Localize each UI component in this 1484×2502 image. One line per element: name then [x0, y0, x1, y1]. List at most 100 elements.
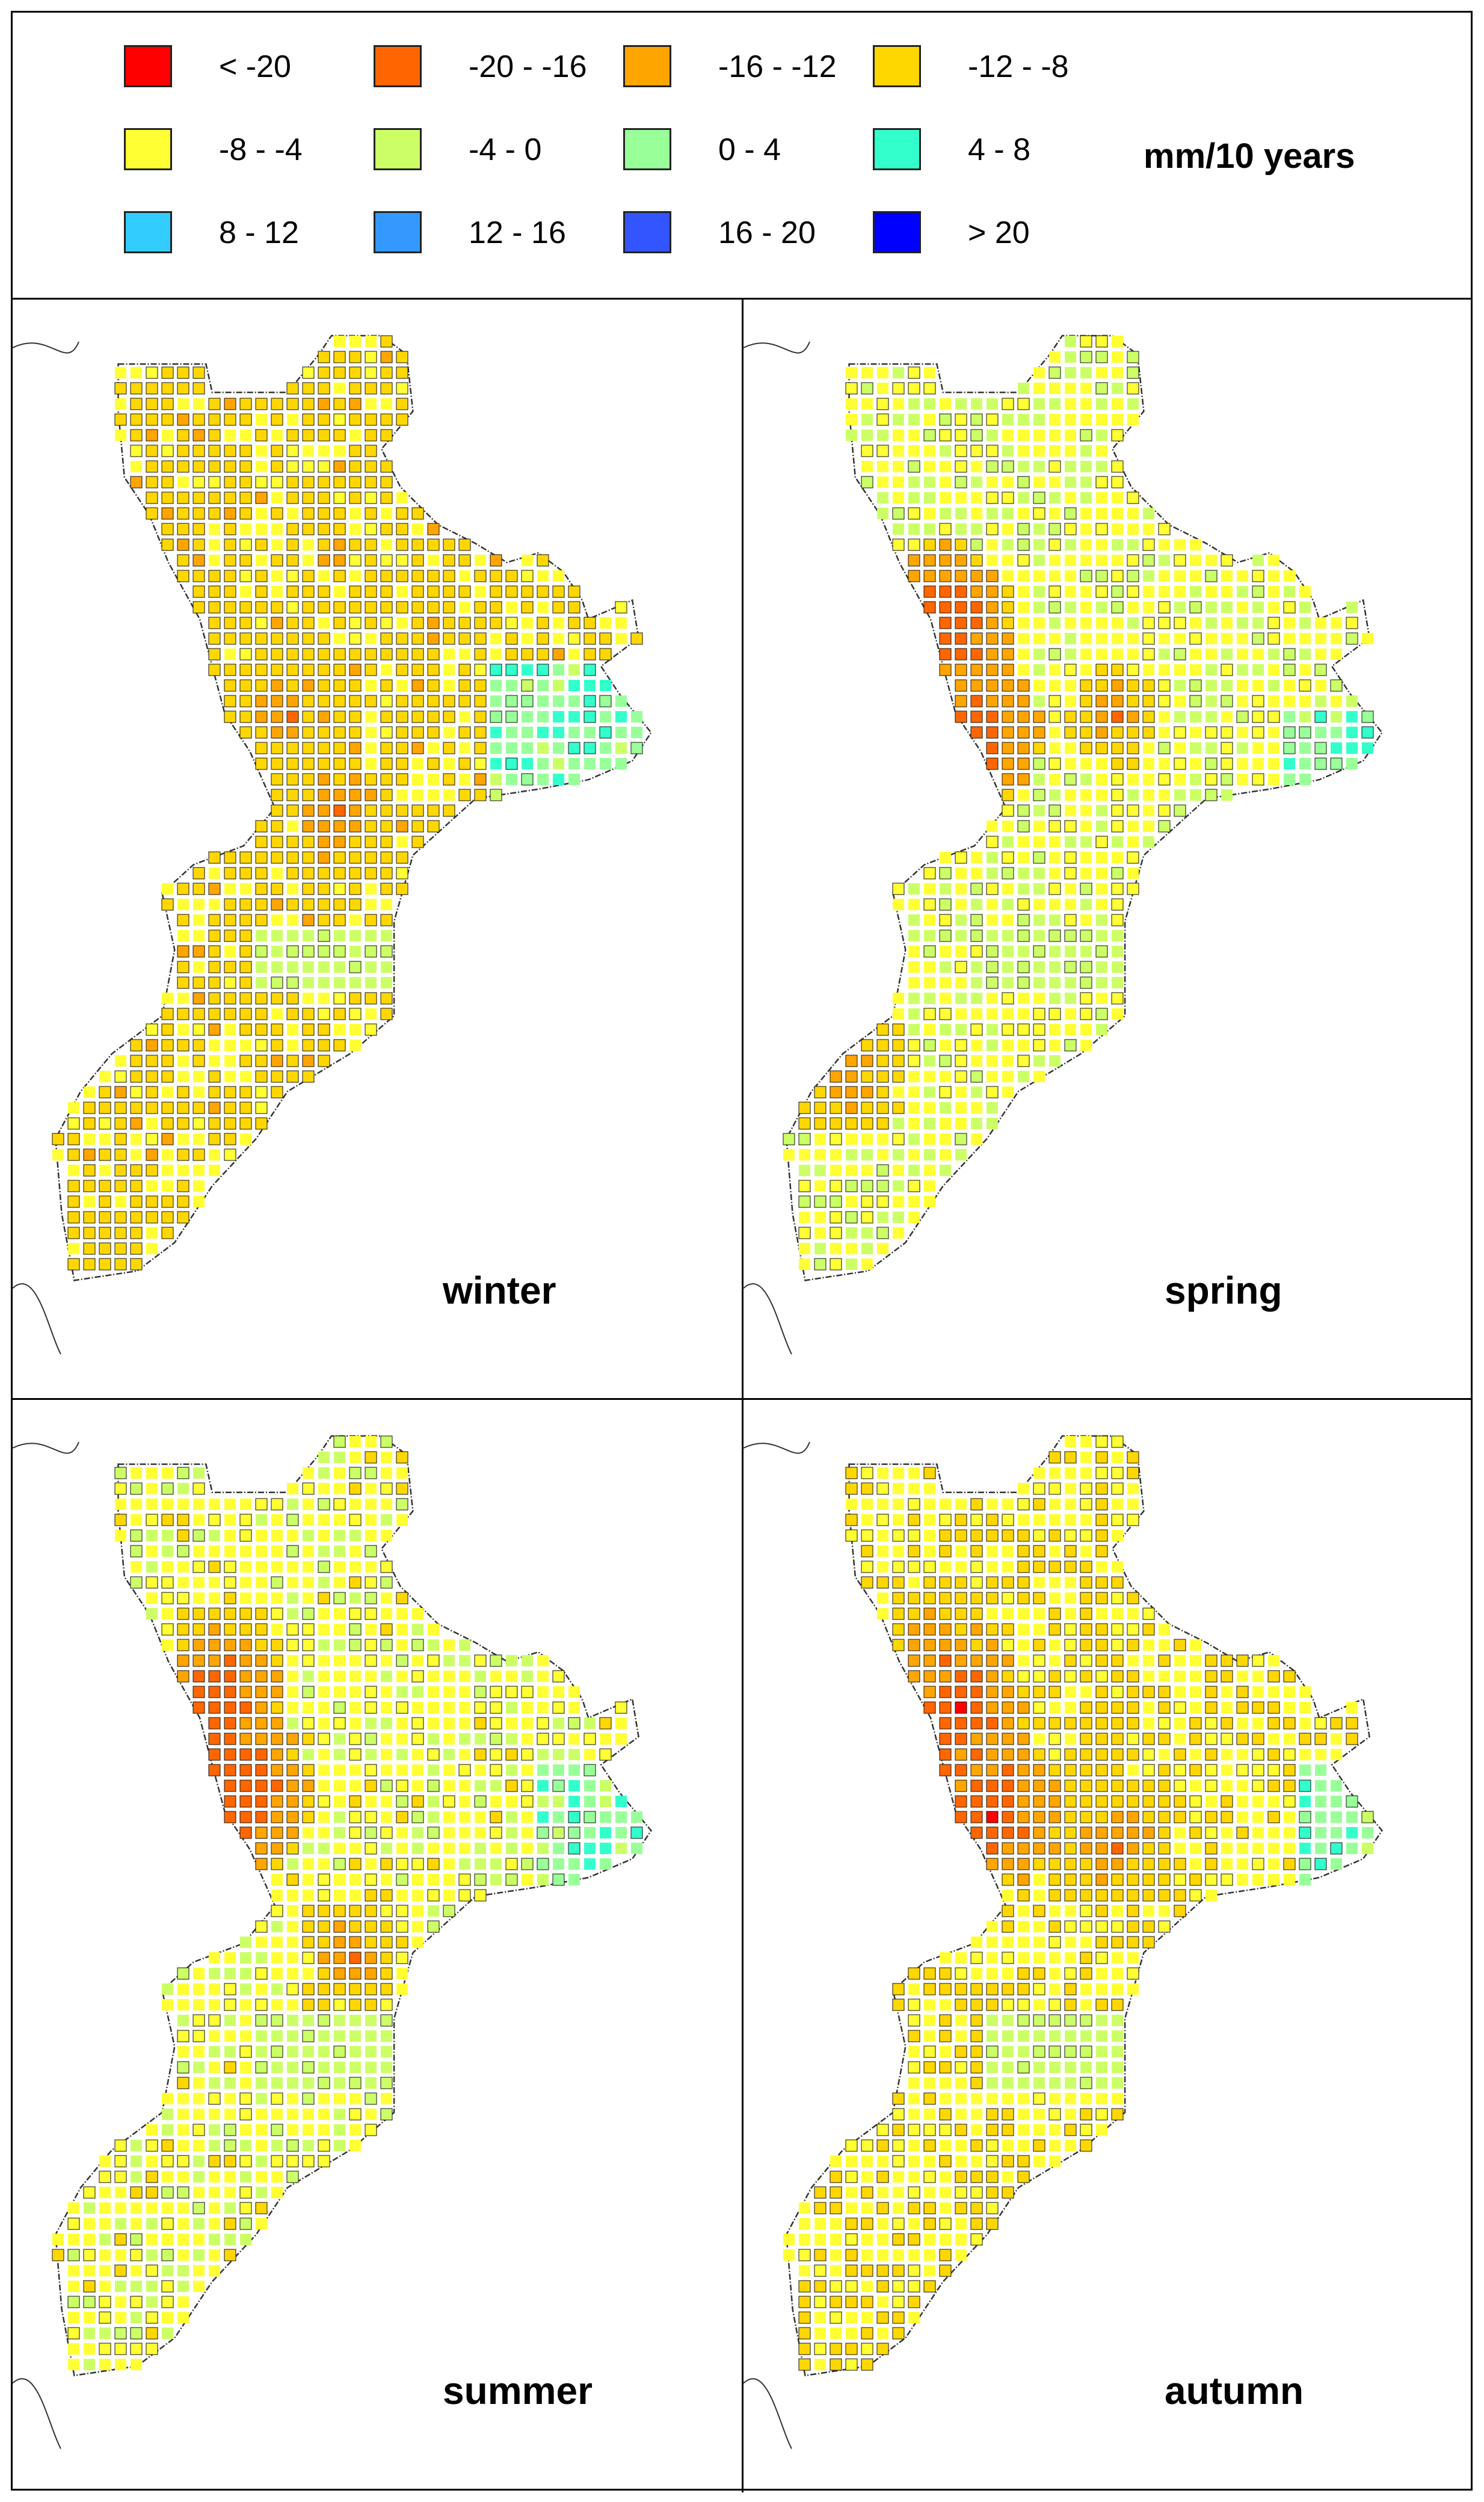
grid-cell [1064, 914, 1077, 926]
grid-cell [893, 445, 904, 457]
grid-cell [240, 1983, 251, 1995]
grid-cell [318, 601, 330, 614]
grid-cell [814, 2202, 827, 2214]
grid-cell [1159, 727, 1170, 738]
grid-cell [1048, 366, 1061, 379]
grid-cell [630, 742, 643, 754]
grid-cell [239, 2155, 252, 2168]
grid-cell [146, 460, 158, 473]
grid-cell [1252, 1827, 1264, 1838]
grid-cell [1049, 774, 1061, 785]
grid-cell [1033, 2062, 1045, 2073]
grid-cell [861, 1482, 873, 1495]
grid-cell [302, 1607, 315, 1620]
grid-cell [1018, 383, 1029, 394]
grid-cell [877, 2234, 888, 2245]
grid-cell [1346, 617, 1358, 629]
grid-cell [193, 398, 205, 410]
grid-cell [814, 2328, 826, 2339]
grid-cell [600, 1858, 611, 1870]
grid-cell [987, 1952, 998, 1964]
grid-cell [893, 1545, 904, 1557]
grid-cell [83, 1242, 96, 1255]
grid-cell [255, 1686, 268, 1698]
grid-cell [1033, 2045, 1045, 2058]
grid-cell [845, 1117, 858, 1130]
grid-cell [334, 961, 345, 973]
grid-cell [396, 1718, 408, 1729]
grid-cell [162, 1999, 173, 2011]
grid-cell [271, 1999, 283, 2011]
grid-cell [177, 1561, 189, 1573]
grid-cell [458, 632, 471, 645]
grid-cell [1065, 758, 1076, 769]
grid-cell [939, 1514, 952, 1526]
grid-cell [1017, 2061, 1030, 2074]
grid-cell [940, 2140, 951, 2151]
grid-cell [876, 2280, 889, 2293]
grid-cell [1190, 1671, 1201, 1682]
grid-cell [1284, 1702, 1295, 1713]
grid-cell [1002, 695, 1014, 707]
grid-cell [1174, 1764, 1186, 1776]
grid-cell [568, 711, 580, 723]
grid-cell [474, 1795, 487, 1808]
grid-cell [256, 1592, 267, 1604]
grid-cell [318, 1655, 330, 1666]
grid-cell [1190, 1639, 1201, 1651]
grid-cell [224, 1530, 236, 1541]
grid-cell [381, 1671, 392, 1682]
grid-cell [334, 1874, 345, 1885]
grid-cell [583, 648, 596, 661]
grid-cell [162, 2234, 173, 2245]
grid-cell [1002, 1576, 1014, 1589]
grid-cell [396, 1952, 408, 1964]
grid-cell [287, 1608, 298, 1619]
grid-cell [380, 2014, 393, 2027]
grid-cell [1033, 899, 1045, 910]
grid-cell [1237, 1811, 1248, 1823]
grid-cell [1112, 414, 1123, 425]
grid-cell [1127, 726, 1139, 739]
grid-cell [192, 538, 205, 551]
grid-cell [286, 1748, 299, 1761]
grid-cell [1002, 1561, 1014, 1573]
grid-cell [286, 836, 299, 848]
grid-cell [1283, 648, 1296, 661]
grid-cell [162, 1983, 173, 1995]
grid-cell [908, 1165, 920, 1176]
grid-cell [177, 914, 189, 926]
grid-cell [208, 1607, 221, 1620]
grid-cell [1252, 1671, 1264, 1682]
grid-cell [923, 898, 936, 911]
grid-cell [970, 570, 983, 582]
grid-cell [1002, 2124, 1014, 2136]
grid-cell [1142, 1779, 1155, 1792]
grid-cell [146, 1514, 158, 1526]
grid-cell [255, 1811, 268, 1823]
grid-cell [986, 664, 999, 676]
grid-cell [114, 1086, 127, 1098]
grid-cell [830, 1133, 842, 1145]
grid-cell [428, 1764, 439, 1776]
grid-cell [99, 1117, 111, 1130]
grid-cell [1112, 383, 1123, 394]
grid-cell [256, 961, 267, 973]
grid-cell [255, 1717, 268, 1730]
grid-cell [987, 993, 998, 1004]
grid-cell [892, 2092, 905, 2105]
grid-cell [1237, 649, 1248, 660]
grid-cell [1346, 1733, 1358, 1745]
grid-cell [490, 601, 502, 614]
grid-cell [1017, 1764, 1030, 1776]
grid-cell [923, 1039, 936, 1052]
grid-cell [1284, 711, 1295, 723]
grid-cell [553, 680, 564, 691]
grid-cell [68, 2234, 79, 2245]
grid-cell [814, 2234, 826, 2245]
grid-cell [1268, 1858, 1279, 1870]
grid-cell [239, 1795, 252, 1808]
grid-cell [349, 898, 362, 911]
grid-cell [458, 538, 471, 551]
grid-cell [1049, 398, 1061, 410]
